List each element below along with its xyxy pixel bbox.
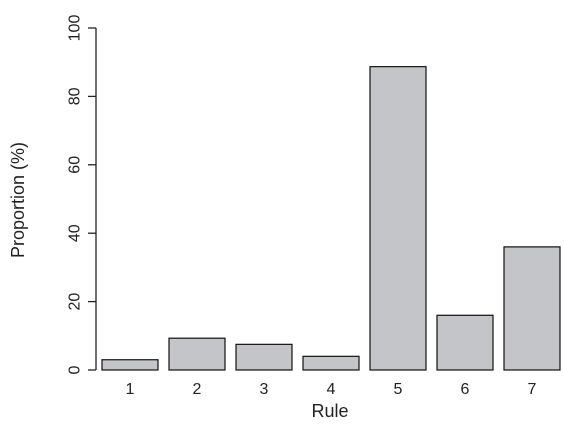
bars [101, 66, 561, 371]
y-axis: 0 20 40 60 80 100 [67, 15, 97, 374]
bar [168, 337, 226, 371]
y-tick-label: 80 [67, 87, 84, 105]
x-tick-label: 1 [126, 381, 135, 398]
x-axis-title: Rule [311, 401, 348, 421]
x-tick-label: 4 [327, 381, 336, 398]
y-tick-label: 100 [67, 15, 84, 42]
y-axis-title: Proportion (%) [8, 142, 28, 258]
bar [101, 359, 159, 371]
x-tick-label: 7 [528, 381, 537, 398]
x-tick-label: 5 [394, 381, 403, 398]
x-axis: 1 2 3 4 5 6 7 [126, 381, 537, 398]
x-tick-label: 6 [461, 381, 470, 398]
x-tick-label: 3 [260, 381, 269, 398]
bar [235, 343, 293, 371]
y-tick-label: 60 [67, 156, 84, 174]
bar [436, 314, 494, 371]
bar [503, 246, 561, 371]
y-tick-label: 40 [67, 224, 84, 242]
y-tick-label: 0 [67, 365, 84, 374]
y-tick-label: 20 [67, 293, 84, 311]
bar [369, 66, 427, 371]
x-tick-label: 2 [193, 381, 202, 398]
bar [302, 355, 360, 371]
